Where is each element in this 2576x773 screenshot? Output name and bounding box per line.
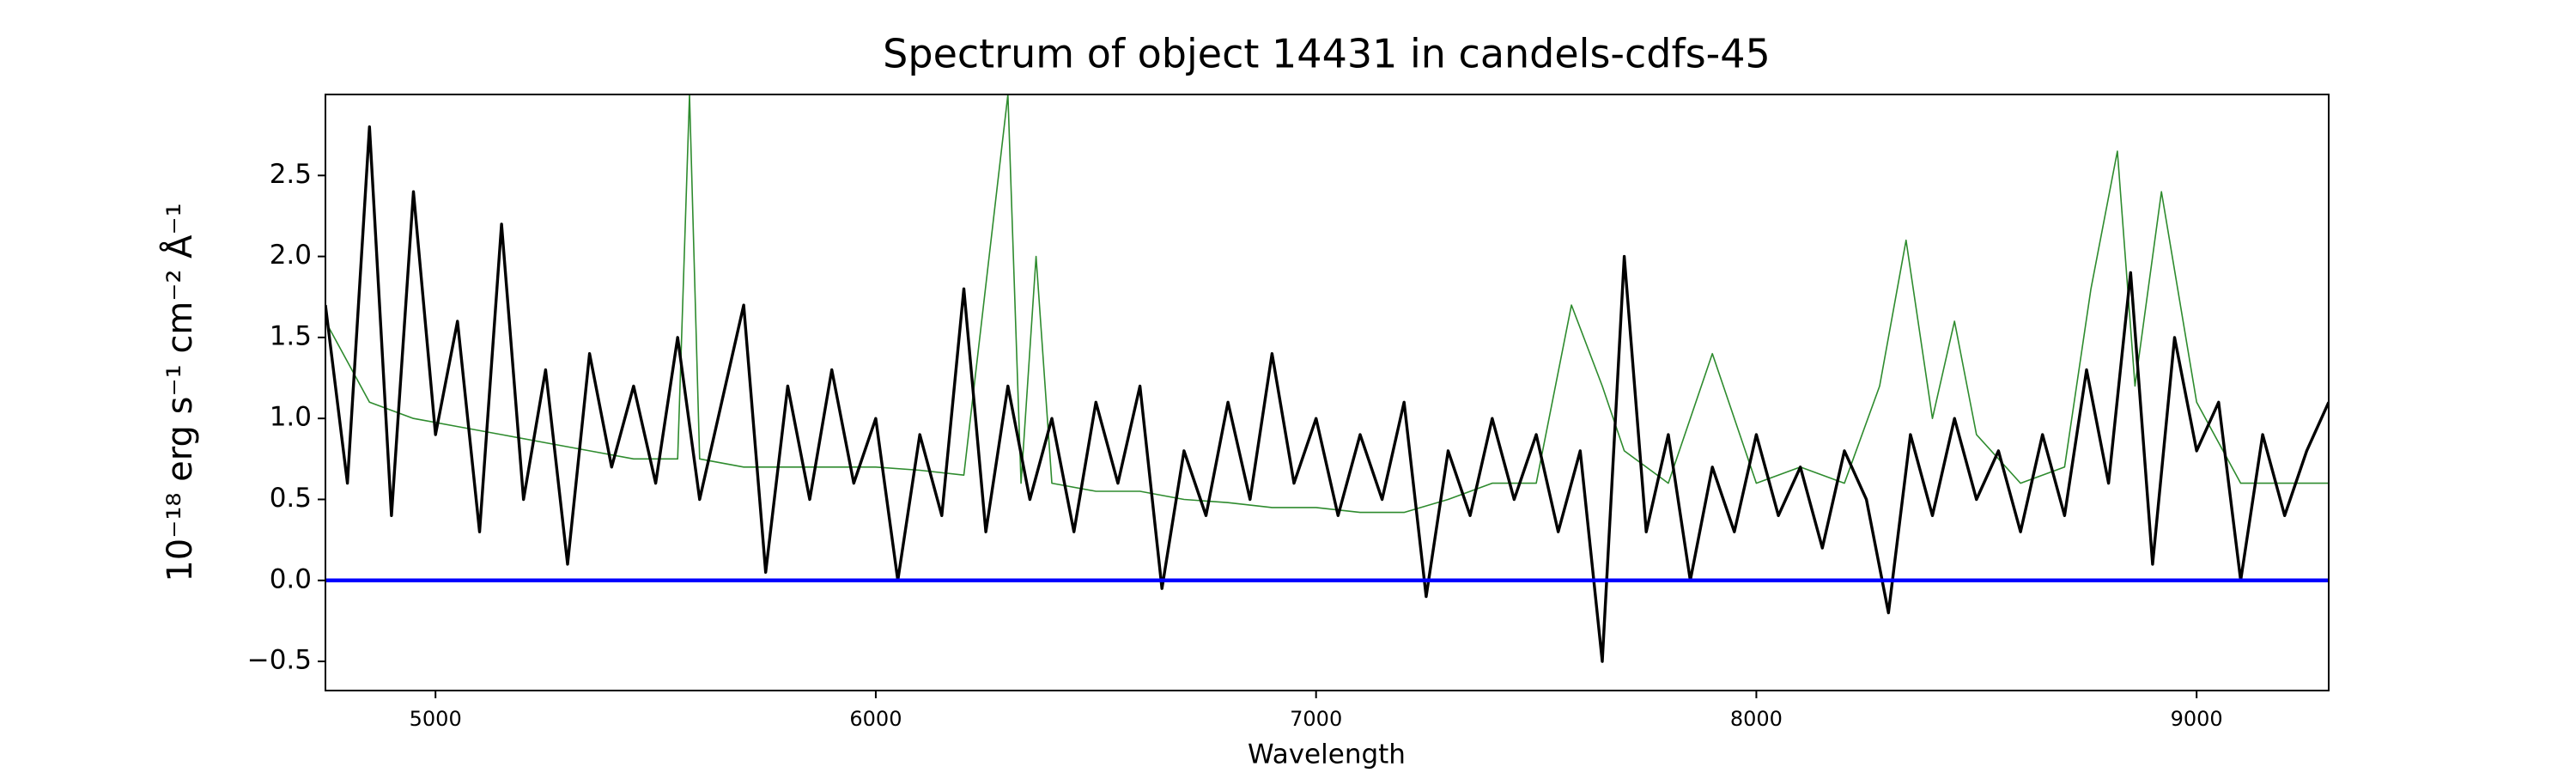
x-tick-label: 9000 [2171,707,2223,731]
y-tick-label: 0.0 [270,563,312,594]
x-tick-label: 7000 [1290,707,1342,731]
series-line [325,125,2329,663]
y-tick-label: 1.5 [270,320,312,351]
chart-title: Spectrum of object 14431 in candels-cdfs… [883,31,1771,77]
y-tick-label: −0.5 [247,645,312,676]
y-axis-label: 10⁻¹⁸ erg s⁻¹ cm⁻² Å⁻¹ [159,203,200,581]
x-tick-label: 8000 [1730,707,1783,731]
x-axis-label: Wavelength [1248,740,1406,770]
y-tick-label: 1.0 [270,402,312,433]
x-tick-label: 6000 [849,707,902,731]
plot-area [325,94,2329,663]
x-tick-label: 5000 [410,707,462,731]
y-tick-label: 2.0 [270,240,312,271]
plot-frame [325,94,2330,691]
y-tick-label: 0.5 [270,483,312,514]
series-line [325,94,2329,514]
y-tick-label: 2.5 [270,159,312,190]
